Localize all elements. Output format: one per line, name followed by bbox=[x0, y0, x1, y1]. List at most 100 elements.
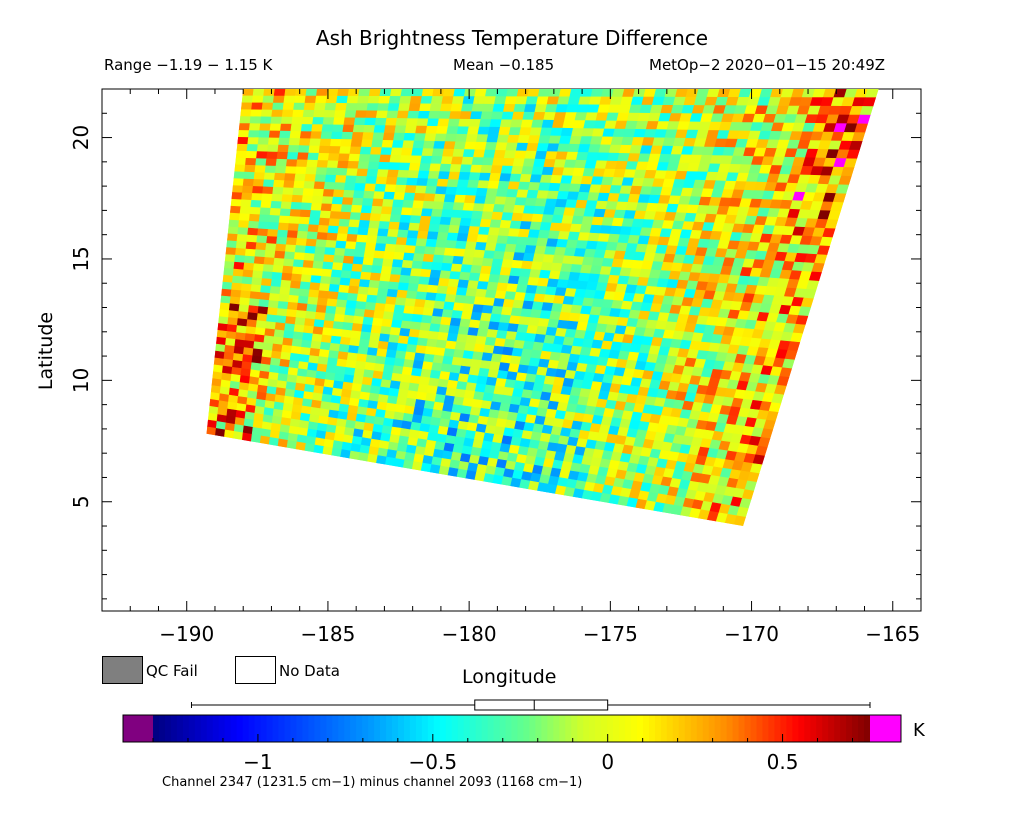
swath-cell bbox=[350, 271, 362, 280]
swath-cell bbox=[399, 155, 412, 164]
colorbar-segment bbox=[786, 715, 793, 742]
swath-cell bbox=[267, 144, 279, 153]
x-tick-label: −165 bbox=[865, 622, 920, 646]
swath-cell bbox=[268, 214, 281, 224]
swath-cell bbox=[297, 295, 309, 305]
colorbar-segment bbox=[224, 715, 232, 742]
swath-cell bbox=[454, 341, 467, 351]
swath-cell bbox=[242, 178, 255, 187]
swath-cell bbox=[409, 215, 422, 224]
swath-cell bbox=[445, 186, 458, 196]
swath-cell bbox=[441, 96, 454, 105]
swath-cell bbox=[341, 197, 354, 206]
swath-cell bbox=[368, 279, 381, 289]
colorbar-segment bbox=[834, 715, 841, 742]
swath-cell bbox=[422, 140, 436, 150]
swath-cell bbox=[474, 241, 488, 251]
colorbar-segment bbox=[308, 715, 315, 742]
swath-cell bbox=[353, 249, 366, 258]
swath-cell bbox=[258, 214, 271, 223]
swath-cell bbox=[397, 282, 410, 292]
swath-cell bbox=[396, 342, 408, 353]
swath-cell bbox=[273, 172, 286, 181]
swath-cell bbox=[464, 195, 477, 204]
colorbar-segment bbox=[176, 715, 184, 742]
swath-cell bbox=[400, 374, 412, 384]
swath-cell bbox=[313, 319, 325, 329]
swath-cell bbox=[258, 299, 270, 308]
swath-cell bbox=[318, 145, 331, 154]
swath-cell bbox=[259, 292, 271, 301]
swath-cell bbox=[416, 118, 429, 127]
colorbar-segment bbox=[326, 715, 333, 742]
swath-cell bbox=[543, 159, 557, 168]
swath-cell bbox=[355, 175, 368, 185]
swath-cell bbox=[357, 286, 370, 296]
swath-cell bbox=[425, 238, 438, 248]
swath-cell bbox=[352, 256, 365, 266]
swath-cell bbox=[483, 250, 496, 260]
x-tick-label: −170 bbox=[724, 622, 779, 646]
swath-cell bbox=[293, 252, 306, 261]
swath-cell bbox=[390, 206, 403, 216]
swath-cell bbox=[284, 323, 296, 333]
swath-cell bbox=[361, 324, 373, 334]
swath-cell bbox=[444, 133, 458, 143]
swath-cell bbox=[509, 220, 522, 230]
swath-cell bbox=[527, 89, 541, 98]
swath-cell bbox=[346, 292, 359, 302]
swath-cell bbox=[437, 171, 451, 180]
swath-cell bbox=[268, 437, 280, 447]
swath-cell bbox=[320, 131, 333, 140]
swath-cell bbox=[447, 118, 461, 128]
swath-cell bbox=[456, 179, 470, 189]
swath-cell bbox=[315, 304, 328, 314]
swath-cell bbox=[340, 139, 353, 148]
swath-cell bbox=[397, 169, 410, 179]
swath-cell bbox=[408, 275, 421, 285]
swath-cell bbox=[393, 304, 406, 314]
swath-cell bbox=[327, 291, 340, 301]
swath-cell bbox=[343, 117, 356, 126]
swath-cell bbox=[469, 218, 482, 228]
swath-cell bbox=[342, 255, 355, 265]
swath-cell bbox=[481, 103, 495, 113]
swath-cell bbox=[279, 130, 292, 139]
swath-cell bbox=[286, 152, 299, 161]
swath-cell bbox=[446, 179, 460, 188]
swath-cell bbox=[326, 160, 339, 169]
swath-cell bbox=[239, 116, 252, 124]
colorbar-segment bbox=[648, 715, 656, 742]
swath-cell bbox=[313, 253, 325, 263]
colorbar-segment bbox=[415, 715, 423, 742]
swath-cell bbox=[322, 189, 335, 198]
swath-cell bbox=[531, 166, 545, 176]
swath-cell bbox=[273, 179, 285, 189]
swath-cell bbox=[238, 220, 250, 229]
swath-cell bbox=[302, 188, 315, 197]
swath-cell bbox=[267, 300, 280, 309]
swath-cell bbox=[376, 169, 389, 178]
colorbar-segment bbox=[158, 715, 166, 742]
swath-cell bbox=[461, 156, 474, 166]
swath-cell bbox=[245, 326, 257, 335]
swath-cell bbox=[290, 201, 303, 211]
swath-cell bbox=[335, 102, 348, 111]
swath-cell bbox=[475, 187, 489, 197]
swath-cell bbox=[474, 89, 488, 97]
swath-cell bbox=[389, 214, 402, 223]
swath-cell bbox=[375, 176, 388, 185]
swath-cell bbox=[328, 350, 340, 360]
swath-cells bbox=[206, 89, 879, 527]
swath-cell bbox=[343, 248, 356, 258]
swath-cell bbox=[336, 233, 349, 242]
swath-cell bbox=[245, 150, 258, 159]
swath-cell bbox=[362, 316, 374, 326]
swath-cell bbox=[449, 317, 462, 327]
swath-cell bbox=[280, 116, 293, 125]
swath-cell bbox=[460, 357, 473, 368]
swath-cell bbox=[286, 230, 299, 239]
swath-cell bbox=[453, 141, 467, 150]
swath-cell bbox=[226, 233, 239, 242]
swath-cell bbox=[389, 380, 402, 390]
